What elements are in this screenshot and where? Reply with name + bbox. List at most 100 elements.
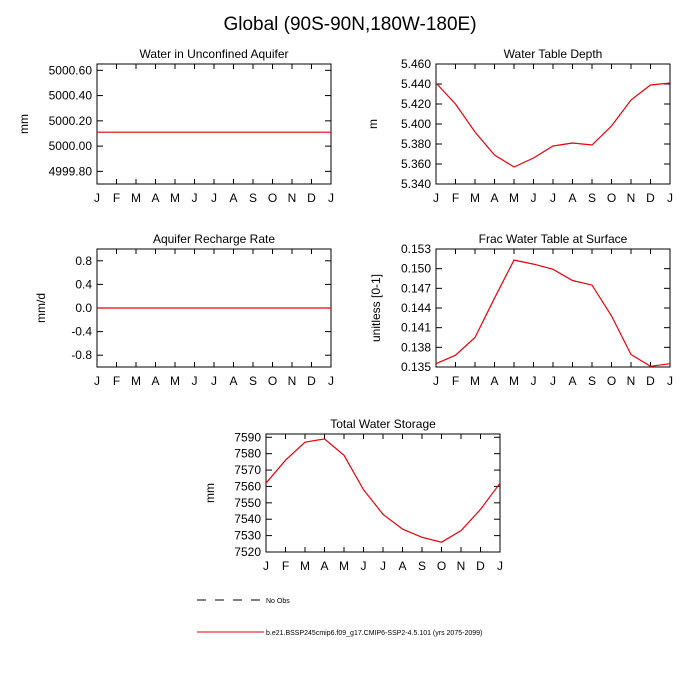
x-tick-label: O bbox=[268, 374, 277, 388]
x-tick-label: D bbox=[476, 559, 485, 573]
x-tick-label: J bbox=[531, 374, 537, 388]
x-tick-label: J bbox=[211, 191, 217, 205]
y-tick-label: 7560 bbox=[234, 479, 261, 493]
x-tick-label: M bbox=[131, 191, 141, 205]
x-tick-label: M bbox=[470, 374, 480, 388]
x-tick-label: J bbox=[328, 374, 334, 388]
x-tick-label: A bbox=[229, 374, 237, 388]
x-tick-label: A bbox=[568, 374, 576, 388]
x-tick-label: N bbox=[627, 191, 636, 205]
legend: No Obs b.e21.BSSP245cmip6.f09_g17.CMIP6-S… bbox=[197, 598, 482, 637]
y-tick-label: 5000.00 bbox=[49, 139, 93, 153]
y-tick-label: 4999.80 bbox=[49, 164, 93, 178]
plot-frame bbox=[265, 433, 501, 553]
y-axis-label: mm bbox=[203, 483, 217, 503]
x-tick-label: F bbox=[452, 191, 459, 205]
y-tick-label: 7550 bbox=[234, 496, 261, 510]
x-tick-label: M bbox=[170, 374, 180, 388]
x-tick-label: A bbox=[398, 559, 406, 573]
x-tick-label: J bbox=[361, 559, 367, 573]
x-tick-label: J bbox=[328, 191, 334, 205]
y-tick-label: 0.147 bbox=[401, 281, 431, 295]
x-tick-label: S bbox=[588, 191, 596, 205]
x-tick-label: J bbox=[550, 374, 556, 388]
series-line bbox=[265, 438, 501, 543]
x-tick-label: J bbox=[667, 374, 673, 388]
x-tick-label: D bbox=[646, 191, 655, 205]
x-tick-label: M bbox=[300, 559, 310, 573]
x-tick-label: J bbox=[192, 191, 198, 205]
y-tick-label: 5.420 bbox=[401, 97, 431, 111]
y-tick-label: 7580 bbox=[234, 447, 261, 461]
y-tick-label: 0.144 bbox=[401, 301, 431, 315]
y-tick-label: 0.150 bbox=[401, 262, 431, 276]
series-line bbox=[435, 259, 671, 367]
x-tick-label: N bbox=[457, 559, 466, 573]
x-tick-label: J bbox=[94, 374, 100, 388]
panel-title: Frac Water Table at Surface bbox=[479, 232, 628, 246]
x-tick-label: A bbox=[490, 191, 498, 205]
x-tick-label: S bbox=[249, 191, 257, 205]
x-tick-label: J bbox=[531, 191, 537, 205]
x-tick-label: O bbox=[607, 191, 616, 205]
legend-model-label: b.e21.BSSP245cmip6.f09_g17.CMIP6-SSP2-4.… bbox=[266, 630, 482, 637]
x-tick-label: S bbox=[249, 374, 257, 388]
panel-title: Total Water Storage bbox=[330, 417, 436, 431]
x-tick-label: O bbox=[437, 559, 446, 573]
x-tick-label: J bbox=[94, 191, 100, 205]
x-tick-label: A bbox=[568, 191, 576, 205]
y-tick-label: 7570 bbox=[234, 463, 261, 477]
y-tick-label: 7520 bbox=[234, 545, 261, 559]
x-tick-label: J bbox=[497, 559, 503, 573]
x-tick-label: J bbox=[263, 559, 269, 573]
y-tick-label: 5.440 bbox=[401, 77, 431, 91]
y-tick-label: 5.360 bbox=[401, 157, 431, 171]
y-tick-label: 7540 bbox=[234, 512, 261, 526]
x-tick-label: A bbox=[490, 374, 498, 388]
x-tick-label: J bbox=[433, 374, 439, 388]
y-axis-label: m bbox=[366, 119, 380, 129]
x-tick-label: M bbox=[170, 191, 180, 205]
x-tick-label: J bbox=[380, 559, 386, 573]
x-tick-label: M bbox=[509, 374, 519, 388]
x-tick-label: A bbox=[151, 374, 159, 388]
x-tick-label: D bbox=[307, 374, 316, 388]
x-tick-label: A bbox=[151, 191, 159, 205]
y-tick-label: 5.460 bbox=[401, 57, 431, 71]
x-tick-label: S bbox=[588, 374, 596, 388]
y-tick-label: 7590 bbox=[234, 430, 261, 444]
y-axis-label: unitless [0-1] bbox=[369, 274, 383, 342]
y-tick-label: 5.400 bbox=[401, 117, 431, 131]
y-tick-label: 0.4 bbox=[75, 277, 92, 291]
y-tick-label: 0.153 bbox=[401, 242, 431, 256]
y-tick-label: 0.138 bbox=[401, 340, 431, 354]
plot-frame bbox=[435, 63, 671, 185]
legend-obs-label: No Obs bbox=[266, 598, 290, 605]
x-tick-label: N bbox=[627, 374, 636, 388]
y-tick-label: 0.141 bbox=[401, 321, 431, 335]
x-tick-label: D bbox=[646, 374, 655, 388]
x-tick-label: M bbox=[339, 559, 349, 573]
x-tick-label: J bbox=[433, 191, 439, 205]
y-tick-label: -0.4 bbox=[71, 325, 92, 339]
x-tick-label: F bbox=[282, 559, 289, 573]
x-tick-label: D bbox=[307, 191, 316, 205]
x-tick-label: F bbox=[452, 374, 459, 388]
x-tick-label: O bbox=[607, 374, 616, 388]
plot-frame bbox=[96, 63, 332, 185]
x-tick-label: J bbox=[192, 374, 198, 388]
y-tick-label: 5.340 bbox=[401, 177, 431, 191]
series-line bbox=[435, 82, 671, 168]
y-tick-label: 5.380 bbox=[401, 137, 431, 151]
y-tick-label: 5000.40 bbox=[49, 89, 93, 103]
x-tick-label: M bbox=[509, 191, 519, 205]
x-tick-label: J bbox=[211, 374, 217, 388]
figure-title: Global (90S-90N,180W-180E) bbox=[223, 14, 477, 35]
y-axis-label: mm/d bbox=[34, 293, 48, 323]
